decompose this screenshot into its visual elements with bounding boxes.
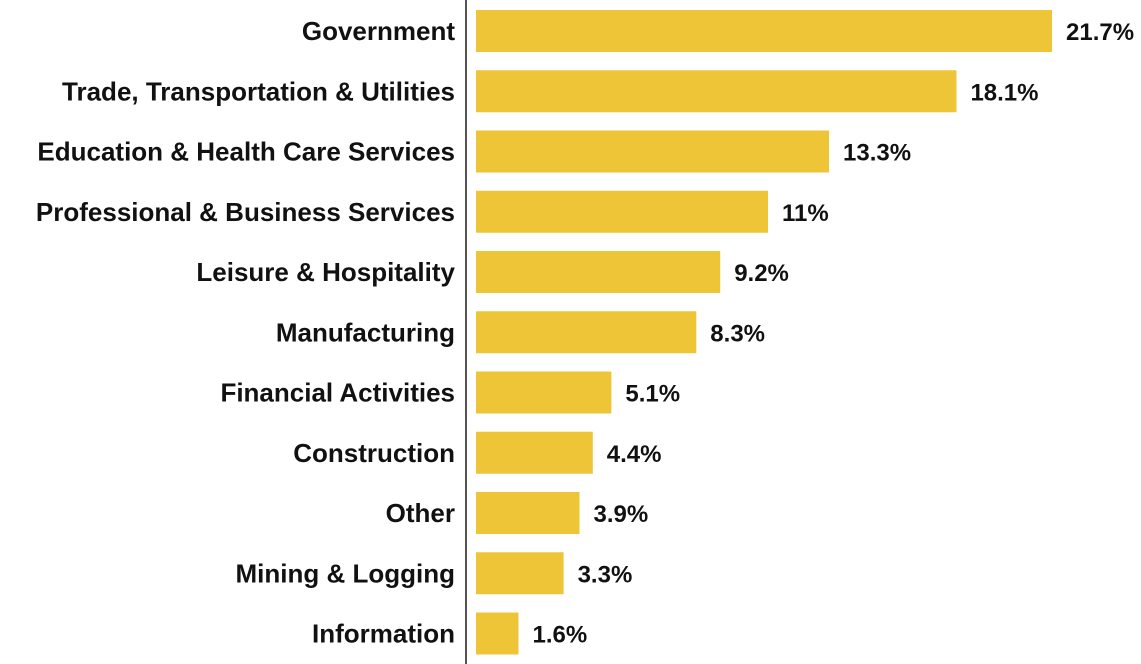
value-label-financial-activities: 5.1% (625, 381, 680, 408)
value-label-information: 1.6% (532, 622, 587, 649)
category-label-government: Government (302, 16, 455, 46)
bar-other (476, 492, 580, 534)
bar-government (476, 10, 1052, 52)
category-label-information: Information (312, 619, 455, 649)
value-label-other: 3.9% (594, 501, 649, 528)
category-label-trade-transportation-utilities: Trade, Transportation & Utilities (62, 76, 455, 106)
category-label-other: Other (386, 498, 455, 528)
bar-financial-activities (476, 371, 612, 414)
value-label-education-health-care-services: 13.3% (843, 140, 911, 167)
category-label-construction: Construction (293, 438, 455, 468)
value-labels: 21.7% 18.1% 13.3% 11% 9.2% 8.3% 5.1% 4.4% 3.9% 3.… (532, 19, 1134, 649)
value-label-construction: 4.4% (607, 441, 662, 468)
bar-manufacturing (476, 311, 697, 354)
bar-mining-logging (476, 552, 564, 595)
value-label-government: 21.7% (1066, 19, 1134, 46)
category-label-education-health-care-services: Education & Health Care Services (37, 137, 455, 167)
bar-education-health-care-services (476, 130, 830, 173)
value-label-leisure-hospitality: 9.2% (734, 260, 789, 287)
value-label-mining-logging: 3.3% (578, 561, 633, 588)
category-label-professional-business-services: Professional & Business Services (36, 197, 455, 227)
bar-information (476, 612, 519, 655)
value-label-professional-business-services: 11% (782, 200, 829, 227)
bar-leisure-hospitality (476, 251, 721, 293)
value-label-trade-transportation-utilities: 18.1% (970, 79, 1038, 106)
category-label-mining-logging: Mining & Logging (236, 558, 456, 588)
category-label-manufacturing: Manufacturing (276, 317, 455, 347)
bars-layer (476, 10, 1052, 655)
bar-professional-business-services (476, 190, 768, 233)
bar-trade-transportation-utilities (476, 70, 957, 113)
category-label-leisure-hospitality: Leisure & Hospitality (196, 257, 455, 287)
bar-construction (476, 431, 593, 474)
value-label-manufacturing: 8.3% (710, 320, 765, 347)
category-labels: Government Trade, Transportation & Utilit… (36, 16, 456, 649)
category-label-financial-activities: Financial Activities (220, 378, 455, 408)
